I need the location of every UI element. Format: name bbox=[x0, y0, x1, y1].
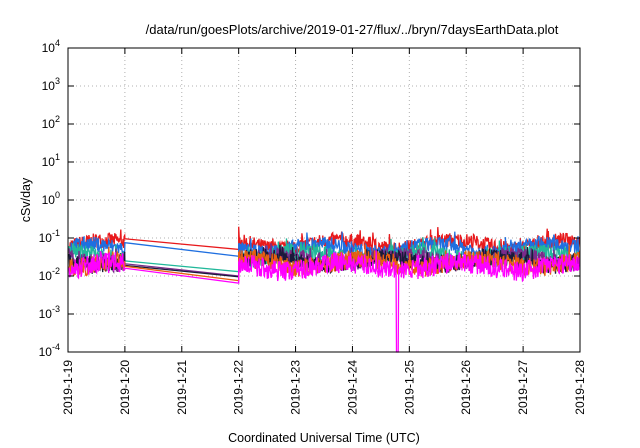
x-tick-label: 2019-1-26 bbox=[459, 360, 473, 415]
x-tick-label: 2019-1-22 bbox=[232, 360, 246, 415]
x-tick-label: 2019-1-27 bbox=[516, 360, 530, 415]
x-tick-label: 2019-1-20 bbox=[118, 360, 132, 415]
x-axis: 2019-1-19 2019-1-20 2019-1-21 2019-1-22 2019… bbox=[61, 48, 587, 415]
grid bbox=[68, 48, 580, 352]
x-tick-label: 2019-1-24 bbox=[345, 360, 359, 415]
series-line-7 bbox=[68, 250, 581, 353]
series-line-6 bbox=[68, 244, 581, 282]
x-tick-label: 2019-1-19 bbox=[61, 360, 75, 415]
x-axis-label: Coordinated Universal Time (UTC) bbox=[228, 431, 420, 445]
x-tick-label: 2019-1-23 bbox=[289, 360, 303, 415]
plot-area bbox=[68, 226, 581, 353]
x-tick-label: 2019-1-25 bbox=[402, 360, 416, 415]
x-tick-label: 2019-1-28 bbox=[573, 360, 587, 415]
chart-title: /data/run/goesPlots/archive/2019-01-27/f… bbox=[146, 22, 559, 37]
y-axis-label: cSv/day bbox=[19, 177, 33, 222]
x-tick-label: 2019-1-21 bbox=[175, 360, 189, 415]
